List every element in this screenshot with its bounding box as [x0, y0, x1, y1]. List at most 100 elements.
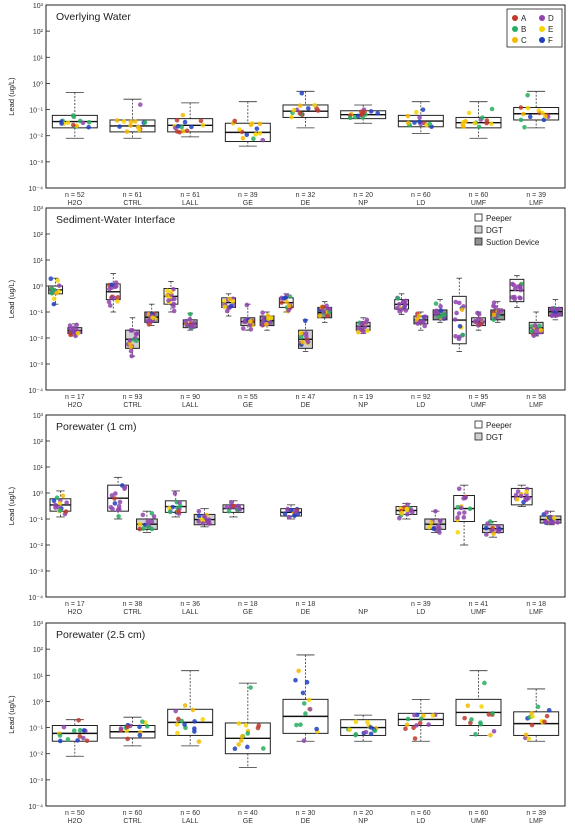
data-point [196, 508, 202, 514]
legend-label: D [548, 14, 554, 23]
data-point [115, 299, 120, 304]
data-point [71, 728, 77, 734]
data-point [245, 731, 251, 736]
n-label: n = 50 [65, 810, 85, 817]
data-point [117, 499, 123, 505]
data-point [107, 303, 113, 308]
data-point [196, 513, 202, 519]
data-point [248, 122, 254, 128]
data-point [513, 492, 519, 498]
data-point [75, 331, 81, 336]
data-point [549, 313, 555, 319]
data-point [51, 296, 57, 302]
data-point [532, 323, 538, 328]
data-point [166, 298, 171, 303]
data-point [192, 719, 197, 724]
data-point [130, 328, 135, 333]
data-point [137, 724, 142, 730]
n-label: n = 39 [238, 192, 258, 199]
data-point [132, 119, 138, 124]
data-point [224, 504, 229, 510]
legend-label: B [521, 25, 526, 34]
data-point [113, 491, 118, 496]
data-point [404, 722, 410, 728]
n-label: n = 95 [469, 394, 489, 401]
data-point [549, 306, 555, 311]
data-point [240, 326, 246, 331]
data-point [196, 739, 202, 744]
data-point [453, 333, 458, 339]
data-point [301, 701, 307, 706]
data-point [434, 308, 439, 314]
data-point [453, 299, 458, 305]
category-label: GE [243, 200, 253, 207]
data-point [228, 304, 234, 309]
data-point [192, 729, 197, 734]
data-point [433, 509, 438, 514]
data-point [298, 330, 304, 336]
data-point [456, 336, 462, 342]
data-point [456, 511, 462, 516]
data-point [81, 728, 87, 733]
y-tick-label: 10² [33, 29, 44, 36]
category-label: LALL [182, 609, 198, 616]
data-point [469, 717, 474, 722]
data-point [183, 319, 189, 324]
data-point [524, 489, 529, 495]
panel-title: Sediment-Water Interface [56, 214, 175, 226]
y-tick-label: 10¹ [33, 673, 44, 680]
data-point [236, 742, 241, 747]
data-point [179, 124, 184, 130]
legend-marker [512, 37, 518, 43]
data-point [442, 312, 447, 317]
y-tick-label: 10⁰ [32, 283, 43, 291]
data-point [463, 118, 468, 124]
data-point [478, 322, 483, 327]
data-point [149, 526, 155, 532]
data-point [455, 515, 460, 520]
data-point [353, 732, 359, 737]
data-point [525, 105, 531, 111]
category-label: UMF [471, 200, 486, 207]
data-point [438, 308, 444, 313]
data-point [65, 737, 71, 742]
data-point [292, 513, 297, 519]
data-point [486, 712, 492, 717]
y-tick-label: 10² [33, 232, 44, 239]
data-point [177, 129, 182, 135]
data-point [190, 707, 196, 713]
y-tick-label: 10⁻³ [29, 160, 43, 167]
data-point [542, 719, 547, 725]
data-point [245, 744, 250, 750]
n-label: n = 61 [180, 192, 200, 199]
data-point [136, 127, 142, 133]
category-label: GE [243, 818, 253, 825]
data-point [165, 288, 170, 294]
legend-label: C [521, 36, 527, 45]
category-label: UMF [471, 609, 486, 616]
data-point [484, 532, 489, 537]
data-point [300, 690, 306, 696]
data-point [65, 120, 71, 126]
legend-marker [539, 37, 545, 43]
n-label: n = 47 [296, 394, 316, 401]
data-point [361, 329, 366, 335]
data-point [264, 321, 269, 327]
data-point [200, 122, 206, 128]
data-point [224, 308, 230, 314]
data-point [77, 727, 83, 733]
y-tick-label: 10⁻² [29, 134, 43, 141]
data-point [472, 120, 478, 126]
data-point [230, 503, 236, 509]
data-point [187, 316, 193, 322]
data-point [364, 320, 369, 325]
data-point [60, 493, 66, 499]
data-point [405, 716, 411, 722]
data-point [74, 123, 80, 129]
panel-frame [45, 414, 566, 598]
n-label: n = 39 [526, 192, 546, 199]
data-point [289, 114, 294, 120]
data-point [359, 112, 365, 118]
data-point [414, 109, 419, 115]
data-point [405, 511, 410, 517]
